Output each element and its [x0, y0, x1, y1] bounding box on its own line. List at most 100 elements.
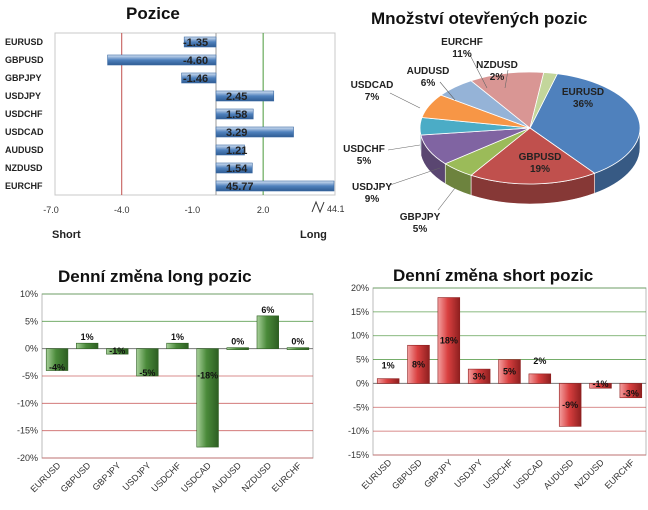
- chart3-bar: [76, 342, 99, 349]
- chart4-value-label: -9%: [562, 400, 578, 410]
- chart3-value-label: -1%: [109, 346, 125, 356]
- pie-slice-percent: 9%: [365, 194, 380, 205]
- chart4-bar: [589, 383, 612, 389]
- chart1-bar: [183, 36, 217, 48]
- pie-leader-line: [504, 69, 509, 89]
- chart1-category-label: USDCHF: [5, 109, 43, 119]
- pie-slice: [529, 73, 641, 174]
- chart1-category-label: EURCHF: [5, 181, 43, 191]
- chart1-category-label: GBPJPY: [5, 73, 42, 83]
- chart1-bar: [215, 180, 335, 192]
- chart1-value-label: -4.60: [183, 55, 208, 67]
- chart4-value-label: 1%: [382, 361, 395, 371]
- chart1-value-label: 2.45: [226, 91, 247, 103]
- chart4-bar: [558, 383, 582, 427]
- pie-slice-name: GBPJPY: [400, 212, 441, 223]
- pie-slice-percent: 2%: [490, 72, 505, 83]
- chart1-long-label: Long: [300, 229, 327, 241]
- chart1-bar: [215, 162, 253, 174]
- chart4-x-tick-label: USDCAD: [511, 457, 545, 491]
- chart3-bar: [136, 348, 159, 377]
- chart3-y-tick-label: -10%: [17, 398, 38, 408]
- chart4-y-tick-label: -15%: [348, 450, 369, 460]
- chart1-title: Pozice: [126, 4, 180, 23]
- pie-slice: [470, 127, 596, 185]
- chart3-value-label: 0%: [231, 337, 244, 347]
- chart4-x-tick-label: USDJPY: [452, 457, 484, 489]
- chart1-axis-break-label: 44.1: [327, 204, 345, 214]
- chart4-x-tick-label: USDCHF: [481, 457, 515, 491]
- pie-slice: [470, 71, 545, 129]
- chart4-y-tick-label: -5%: [353, 402, 369, 412]
- pie-leader-line: [437, 187, 456, 211]
- pie-slice-name: NZDUSD: [476, 60, 518, 71]
- chart1-bar: [181, 72, 217, 84]
- chart3-bar: [106, 348, 129, 355]
- chart4-value-label: 5%: [503, 367, 516, 377]
- pie-leader-line: [389, 167, 441, 186]
- pie-slice-percent: 5%: [413, 224, 428, 235]
- chart4-value-label: 8%: [412, 359, 425, 369]
- chart1-bar: [215, 126, 294, 138]
- chart4-y-tick-label: 0%: [356, 378, 369, 388]
- chart3-bar: [196, 348, 219, 448]
- pie-slice-name: EURCHF: [441, 37, 483, 48]
- chart4-x-tick-label: EURUSD: [360, 457, 394, 491]
- pie-slice-percent: 6%: [421, 78, 436, 89]
- chart1-value-label: 1.54: [226, 163, 248, 175]
- chart4-x-tick-label: NZDUSD: [572, 457, 606, 491]
- chart4-y-tick-label: 10%: [351, 331, 369, 341]
- chart1-x-tick-label: -1.0: [185, 205, 201, 215]
- pie-slice-percent: 19%: [530, 164, 550, 175]
- chart4-bar: [467, 368, 491, 384]
- chart1-category-label: USDCAD: [5, 127, 44, 137]
- chart3-y-tick-label: 10%: [20, 289, 38, 299]
- chart4-value-label: -1%: [592, 379, 608, 389]
- pie-leader-line: [387, 144, 421, 151]
- chart2-title: Množství otevřených pozic: [371, 9, 588, 28]
- chart3-y-tick-label: 5%: [25, 316, 38, 326]
- chart3-value-label: -4%: [49, 363, 65, 373]
- chart3-value-label: 1%: [81, 332, 94, 342]
- chart1-bar: [215, 90, 275, 102]
- chart3-value-label: 1%: [171, 332, 184, 342]
- chart4-value-label: 2%: [533, 356, 546, 366]
- chart4-bar: [407, 344, 430, 384]
- chart4-value-label: 3%: [473, 371, 486, 381]
- chart4-value-label: 18%: [440, 335, 458, 345]
- pie-slice-name: USDJPY: [352, 182, 392, 193]
- chart4-bar: [376, 378, 400, 384]
- pie-slice-name: EURUSD: [562, 87, 604, 98]
- chart3-title: Denní změna long pozic: [58, 267, 252, 286]
- chart1-value-label: -1.46: [183, 73, 208, 85]
- chart4-x-tick-label: AUDUSD: [542, 457, 576, 491]
- chart1-x-tick-label: -7.0: [43, 205, 59, 215]
- chart4-title: Denní změna short pozic: [393, 266, 594, 285]
- chart3-bar: [166, 342, 189, 349]
- chart4-y-tick-label: 5%: [356, 355, 369, 365]
- chart4-x-tick-label: EURCHF: [603, 457, 637, 491]
- chart1-value-label: 45.77: [226, 181, 254, 193]
- chart3-value-label: 6%: [261, 305, 274, 315]
- chart3-bar: [286, 347, 310, 350]
- chart1-category-label: GBPUSD: [5, 55, 44, 65]
- pie-slice-percent: 36%: [573, 99, 593, 110]
- chart4-y-tick-label: -10%: [348, 426, 369, 436]
- chart3-bar: [45, 348, 69, 371]
- chart1-bar: [215, 144, 245, 156]
- chart3-value-label: -18%: [197, 371, 218, 381]
- chart1-value-label: -1.35: [183, 37, 208, 49]
- chart3-bar: [226, 347, 249, 350]
- chart1-category-label: NZDUSD: [5, 163, 43, 173]
- chart4-bar: [437, 297, 461, 384]
- pie-slice-percent: 7%: [365, 92, 380, 103]
- pie-slice-name: AUDUSD: [407, 66, 450, 77]
- chart1-axis-break: [311, 200, 325, 214]
- chart1-x-tick-label: 2.0: [257, 205, 270, 215]
- chart3-bar: [256, 315, 279, 349]
- chart1-category-label: EURUSD: [5, 37, 44, 47]
